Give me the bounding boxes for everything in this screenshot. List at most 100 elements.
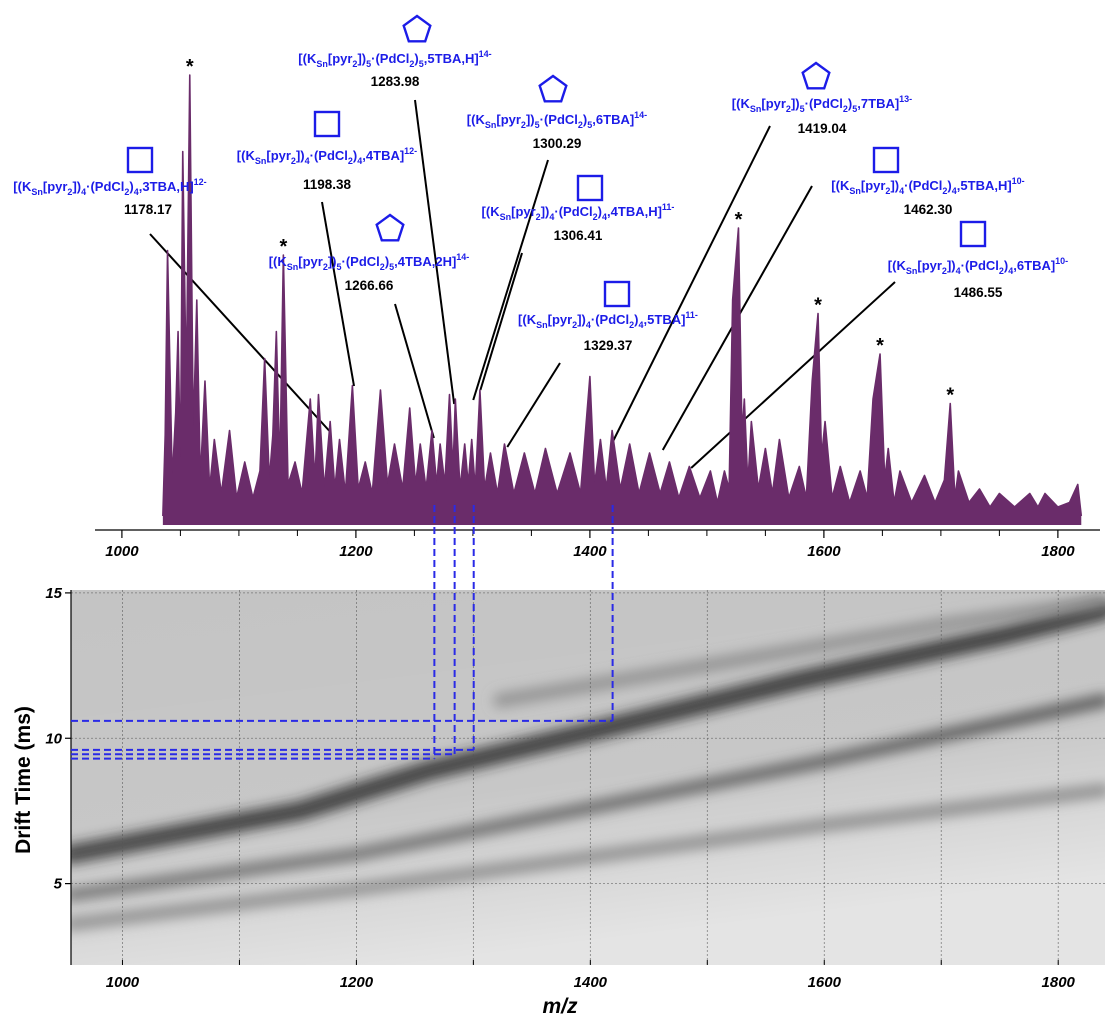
formula-part: 10- — [1055, 256, 1068, 266]
formula-part: 2 — [578, 120, 583, 130]
formula-part: ]) — [296, 148, 305, 163]
x-tick-label: 1000 — [105, 543, 139, 560]
y-tick-label: 15 — [45, 585, 62, 602]
x-tick-label: 1000 — [106, 974, 140, 991]
formula-part: 2 — [291, 156, 296, 166]
formula-part: ·(PdCl — [904, 178, 942, 193]
ion-formula: [(KSn[pyr2])5·(PdCl2)5,4TBA,2H]14- — [269, 252, 470, 272]
formula-part: 2 — [380, 262, 385, 272]
peak-star: * — [735, 209, 743, 231]
formula-part: Sn — [536, 320, 548, 330]
ion-formula: [(KSn[pyr2])5·(PdCl2)5,5TBA,H]14- — [298, 49, 491, 69]
ion-formula: [(KSn[pyr2])4·(PdCl2)4,6TBA]10- — [888, 256, 1068, 276]
formula-part: ) — [385, 254, 389, 269]
formula-part: ]) — [541, 204, 550, 219]
leader-line — [394, 303, 435, 439]
formula-part: Sn — [485, 120, 497, 130]
icon-square — [126, 146, 154, 174]
formula-part: ]) — [72, 179, 81, 194]
formula-part: ·(PdCl — [805, 96, 843, 111]
formula-part: ) — [947, 178, 951, 193]
formula-part: ) — [129, 179, 133, 194]
formula-part: 4 — [586, 320, 591, 330]
mz-label: 1462.30 — [904, 202, 953, 217]
ion-formula: [(KSn[pyr2])4·(PdCl2)4,3TBA,H]12- — [13, 177, 206, 197]
formula-part: ·(PdCl — [310, 148, 348, 163]
x-tick-label: 1600 — [807, 543, 841, 560]
formula-part: 2 — [521, 120, 526, 130]
formula-part: 2 — [629, 320, 634, 330]
formula-part: 4 — [639, 320, 644, 330]
formula-part: ]) — [328, 254, 337, 269]
formula-part: [pyr — [328, 51, 353, 66]
formula-part: ) — [848, 96, 852, 111]
formula-part: 4 — [899, 186, 904, 196]
formula-part: ·(PdCl — [554, 204, 592, 219]
formula-part: ) — [583, 112, 587, 127]
formula-part: 13- — [899, 94, 912, 104]
leader-line — [506, 362, 561, 448]
mz-label: 1306.41 — [554, 228, 603, 243]
formula-part: 5 — [389, 262, 394, 272]
mz-label: 1266.66 — [345, 278, 394, 293]
formula-part: Sn — [750, 104, 762, 114]
formula-part: [pyr — [266, 148, 291, 163]
formula-part: Sn — [849, 186, 861, 196]
formula-part: ·(PdCl — [86, 179, 124, 194]
formula-part: [(K — [269, 254, 288, 269]
formula-part: Sn — [906, 266, 918, 276]
formula-part: [(K — [467, 112, 486, 127]
formula-part: [pyr — [298, 254, 323, 269]
formula-part: ·(PdCl — [591, 312, 629, 327]
formula-part: 14- — [634, 110, 647, 120]
formula-part: ,4TBA] — [362, 148, 404, 163]
icon-square — [959, 220, 987, 248]
icon-square — [872, 146, 900, 174]
leader-line — [479, 252, 523, 391]
formula-part: 11- — [662, 202, 675, 212]
x-tick-label: 1400 — [574, 974, 608, 991]
formula-part: ,4TBA,2H] — [394, 254, 456, 269]
formula-part: 14- — [456, 252, 469, 262]
formula-part: ,6TBA] — [592, 112, 634, 127]
formula-part: ,5TBA,H] — [957, 178, 1012, 193]
mz-label: 1178.17 — [124, 202, 172, 217]
formula-part: ,5TBA,H] — [424, 51, 479, 66]
formula-part: 2 — [942, 266, 947, 276]
spectrum-line — [162, 74, 1083, 517]
formula-part: ) — [1004, 258, 1008, 273]
formula-part: 4 — [134, 187, 139, 197]
formula-part: Sn — [31, 187, 43, 197]
formula-part: 4 — [1008, 266, 1013, 276]
formula-part: 5 — [419, 59, 424, 69]
icon-pentagon — [402, 14, 432, 43]
formula-part: 5 — [366, 59, 371, 69]
mz-label: 1198.38 — [303, 177, 352, 192]
formula-part: 11- — [685, 310, 698, 320]
x-axis-title: m/z — [542, 995, 578, 1018]
formula-part: ]) — [890, 178, 899, 193]
formula-part: [pyr — [43, 179, 68, 194]
formula-part: 2 — [572, 320, 577, 330]
x-tick-label: 1600 — [808, 974, 842, 991]
x-tick-label: 1200 — [339, 543, 373, 560]
formula-part: 2 — [786, 104, 791, 114]
x-tick-label: 1400 — [573, 543, 607, 560]
formula-part: [pyr — [861, 178, 886, 193]
formula-part: ]) — [357, 51, 366, 66]
leader-line — [690, 281, 896, 469]
formula-part: [(K — [237, 148, 256, 163]
y-axis-title: Drift Time (ms) — [12, 706, 35, 854]
formula-part: 12- — [404, 146, 417, 156]
formula-part: 2 — [67, 187, 72, 197]
formula-part: ) — [598, 204, 602, 219]
y-tick-label: 5 — [54, 876, 63, 893]
formula-part: 4 — [956, 266, 961, 276]
formula-part: Sn — [316, 59, 328, 69]
formula-part: 2 — [348, 156, 353, 166]
formula-part: [(K — [13, 179, 32, 194]
formula-part: [(K — [732, 96, 751, 111]
formula-part: Sn — [287, 262, 299, 272]
formula-part: 5 — [535, 120, 540, 130]
